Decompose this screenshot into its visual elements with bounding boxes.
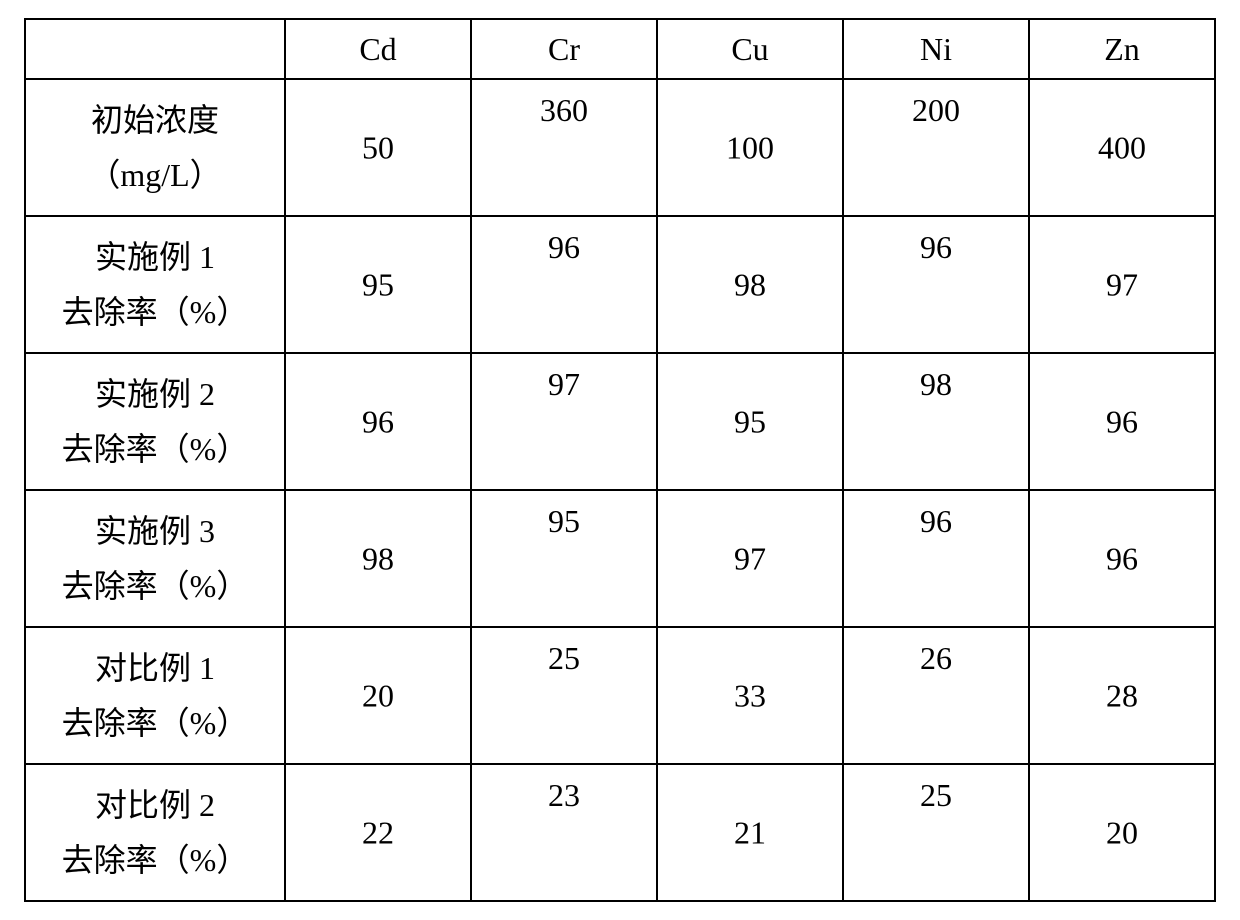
row-label-line2: 去除率（%） [26,559,284,613]
cell-cd: 96 [285,353,471,490]
table-row: 对比例 2 去除率（%） 22 23 21 25 20 [25,764,1215,901]
row-label-line2: 去除率（%） [26,833,284,887]
row-label: 初始浓度 （mg/L） [25,79,285,216]
row-label-line2: 去除率（%） [26,422,284,476]
cell-ni: 25 [843,764,1029,901]
cell-value: 96 [1106,403,1138,440]
cell-value: 100 [726,129,774,166]
header-zn: Zn [1029,19,1215,79]
cell-value: 23 [548,777,580,814]
cell-cd: 22 [285,764,471,901]
row-label: 实施例 3 去除率（%） [25,490,285,627]
row-label-line1: 实施例 1 [26,230,284,284]
cell-value: 360 [540,92,588,129]
row-label-line1: 初始浓度 [26,93,284,147]
cell-cr: 96 [471,216,657,353]
cell-cr: 360 [471,79,657,216]
row-label-line2: 去除率（%） [26,285,284,339]
header-empty [25,19,285,79]
row-label-line1: 实施例 2 [26,367,284,421]
cell-value: 20 [362,677,394,714]
cell-cr: 97 [471,353,657,490]
header-cr: Cr [471,19,657,79]
row-label: 实施例 1 去除率（%） [25,216,285,353]
cell-value: 22 [362,814,394,851]
cell-value: 95 [548,503,580,540]
cell-ni: 200 [843,79,1029,216]
cell-value: 50 [362,129,394,166]
cell-value: 97 [734,540,766,577]
table-row: 初始浓度 （mg/L） 50 360 100 200 400 [25,79,1215,216]
cell-value: 95 [734,403,766,440]
cell-cu: 100 [657,79,843,216]
cell-value: 33 [734,677,766,714]
cell-value: 97 [1106,266,1138,303]
cell-value: 98 [362,540,394,577]
cell-cu: 21 [657,764,843,901]
row-label-line2: 去除率（%） [26,696,284,750]
cell-ni: 98 [843,353,1029,490]
cell-zn: 20 [1029,764,1215,901]
cell-cu: 98 [657,216,843,353]
cell-value: 25 [920,777,952,814]
cell-value: 95 [362,266,394,303]
cell-value: 21 [734,814,766,851]
cell-zn: 400 [1029,79,1215,216]
table-row: 实施例 1 去除率（%） 95 96 98 96 97 [25,216,1215,353]
cell-zn: 28 [1029,627,1215,764]
cell-value: 96 [920,229,952,266]
cell-value: 28 [1106,677,1138,714]
cell-value: 25 [548,640,580,677]
cell-value: 98 [734,266,766,303]
table-row: 实施例 3 去除率（%） 98 95 97 96 96 [25,490,1215,627]
cell-ni: 96 [843,490,1029,627]
cell-ni: 26 [843,627,1029,764]
row-label: 实施例 2 去除率（%） [25,353,285,490]
table-header-row: Cd Cr Cu Ni Zn [25,19,1215,79]
cell-zn: 96 [1029,353,1215,490]
row-label-line1: 对比例 2 [26,778,284,832]
row-label-line1: 实施例 3 [26,504,284,558]
cell-value: 96 [362,403,394,440]
cell-cu: 97 [657,490,843,627]
table-row: 对比例 1 去除率（%） 20 25 33 26 28 [25,627,1215,764]
cell-cu: 95 [657,353,843,490]
cell-cd: 20 [285,627,471,764]
cell-zn: 97 [1029,216,1215,353]
row-label-line2: （mg/L） [26,148,284,202]
cell-value: 96 [1106,540,1138,577]
header-cd: Cd [285,19,471,79]
cell-value: 400 [1098,129,1146,166]
cell-cu: 33 [657,627,843,764]
cell-value: 200 [912,92,960,129]
cell-cd: 50 [285,79,471,216]
cell-value: 20 [1106,814,1138,851]
cell-value: 96 [548,229,580,266]
cell-ni: 96 [843,216,1029,353]
cell-value: 26 [920,640,952,677]
cell-value: 97 [548,366,580,403]
cell-value: 98 [920,366,952,403]
data-table: Cd Cr Cu Ni Zn 初始浓度 （mg/L） 50 360 100 20… [24,18,1216,902]
cell-zn: 96 [1029,490,1215,627]
header-ni: Ni [843,19,1029,79]
row-label: 对比例 1 去除率（%） [25,627,285,764]
cell-cr: 23 [471,764,657,901]
table-row: 实施例 2 去除率（%） 96 97 95 98 96 [25,353,1215,490]
cell-cd: 95 [285,216,471,353]
cell-cr: 25 [471,627,657,764]
cell-cd: 98 [285,490,471,627]
row-label-line1: 对比例 1 [26,641,284,695]
row-label: 对比例 2 去除率（%） [25,764,285,901]
cell-cr: 95 [471,490,657,627]
header-cu: Cu [657,19,843,79]
cell-value: 96 [920,503,952,540]
